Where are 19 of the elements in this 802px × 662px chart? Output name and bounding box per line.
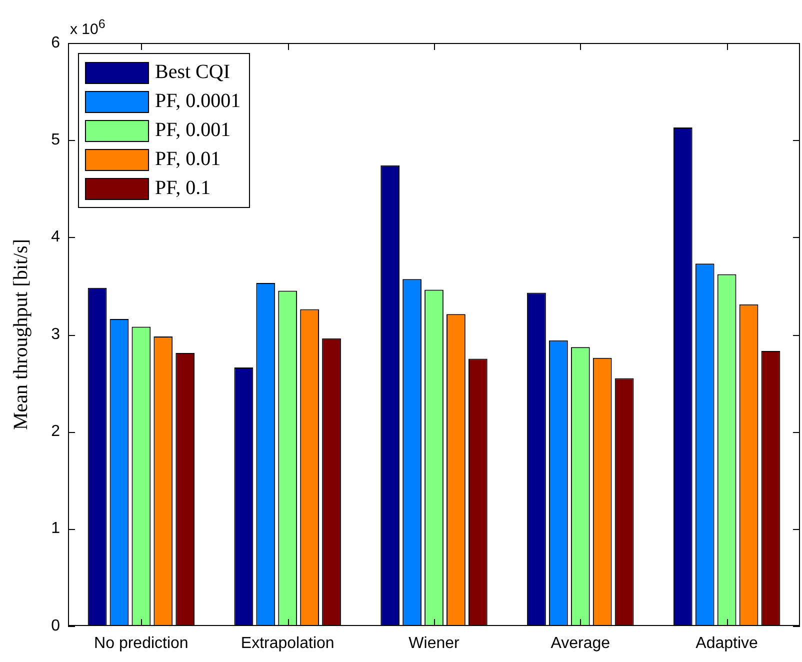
y-tick-label: 2 bbox=[51, 423, 60, 440]
x-tick-label: Adaptive bbox=[696, 635, 758, 652]
legend-label: PF, 0.001 bbox=[155, 119, 231, 142]
y-tick-label: 0 bbox=[51, 617, 60, 634]
x-tick-label: Average bbox=[550, 635, 610, 652]
y-tick-label: 6 bbox=[51, 34, 60, 52]
x-tick-label: No prediction bbox=[94, 635, 188, 652]
text: x 10$^{6}$ bbox=[70, 17, 106, 38]
y-tick-label: 1 bbox=[51, 520, 60, 538]
y-axis-title: Mean throughput [bit/s] bbox=[10, 238, 33, 430]
y-tick-label: 4 bbox=[51, 228, 60, 246]
legend-label: PF, 0.01 bbox=[155, 148, 221, 171]
legend-label: PF, 0.0001 bbox=[155, 90, 241, 113]
legend-label: PF, 0.1 bbox=[155, 177, 211, 200]
y-tick-label: 3 bbox=[51, 326, 60, 343]
x-tick-label: Wiener bbox=[408, 635, 460, 652]
x-tick-label: Extrapolation bbox=[240, 635, 334, 652]
y-tick-label: 5 bbox=[51, 132, 60, 149]
legend-label: Best CQI bbox=[155, 61, 230, 84]
